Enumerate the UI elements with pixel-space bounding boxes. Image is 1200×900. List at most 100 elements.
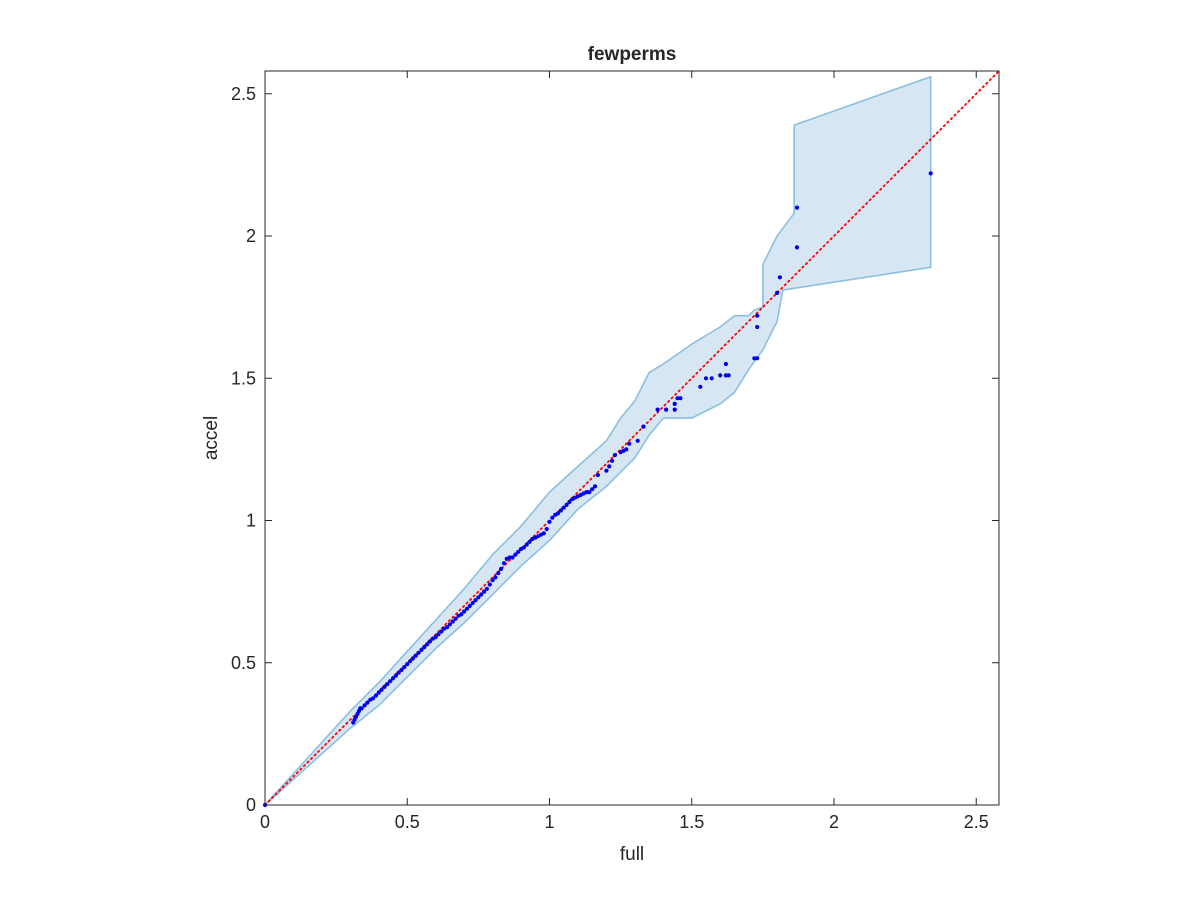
data-point	[641, 424, 646, 429]
data-point	[436, 632, 441, 637]
data-point	[396, 670, 401, 675]
data-point	[590, 487, 595, 492]
data-point	[379, 687, 384, 692]
data-point	[752, 356, 757, 361]
data-point	[422, 645, 427, 650]
data-point	[627, 441, 632, 446]
data-point	[365, 700, 370, 705]
data-point	[755, 356, 760, 361]
data-point	[487, 582, 492, 587]
y-axis-ticks: 0 0.5 1 1.5 2 2.5	[231, 84, 999, 815]
data-point	[558, 508, 564, 513]
data-point	[459, 612, 464, 617]
data-point	[410, 656, 415, 661]
data-point	[447, 622, 452, 627]
x-tick-label: 1.5	[679, 812, 704, 832]
data-point	[567, 499, 572, 505]
x-tick-label: 0.5	[395, 812, 420, 832]
axes-box	[264, 70, 1000, 806]
data-point	[416, 650, 421, 655]
data-point	[555, 511, 561, 516]
data-point	[635, 438, 640, 443]
data-point	[479, 592, 484, 597]
data-points	[262, 171, 933, 808]
data-point	[527, 539, 532, 544]
data-point	[385, 682, 390, 687]
data-point	[399, 667, 404, 673]
data-point	[470, 600, 475, 606]
data-point	[390, 676, 396, 681]
data-point	[462, 609, 467, 614]
data-point	[499, 566, 504, 572]
data-point	[612, 453, 618, 458]
y-tick-label: 0.5	[231, 653, 256, 673]
data-point	[718, 373, 723, 378]
chart-title: fewperms	[588, 44, 677, 65]
data-point	[521, 545, 527, 550]
data-point	[655, 407, 660, 412]
data-point	[564, 502, 569, 507]
data-point	[726, 373, 731, 378]
data-point	[698, 384, 703, 389]
y-tick-label: 1.5	[231, 368, 256, 388]
data-point	[513, 552, 518, 557]
data-point	[595, 472, 601, 478]
data-point	[794, 245, 800, 250]
data-point	[467, 603, 472, 609]
data-point	[678, 396, 683, 401]
data-point	[445, 625, 450, 630]
data-point	[610, 458, 615, 463]
data-point	[393, 673, 398, 678]
data-point	[547, 519, 552, 525]
data-point	[496, 571, 501, 576]
y-tick-label: 1	[246, 511, 256, 531]
data-point	[484, 586, 489, 591]
plot-area	[262, 70, 1000, 808]
data-point	[439, 629, 444, 634]
data-point	[723, 361, 729, 367]
data-point	[501, 561, 507, 566]
data-point	[624, 447, 629, 452]
data-point	[408, 659, 413, 664]
data-point	[928, 171, 933, 176]
data-point	[376, 690, 381, 695]
y-axis-label: accel	[201, 416, 222, 460]
x-tick-label: 0	[260, 812, 270, 832]
data-point	[493, 575, 498, 580]
data-point	[413, 653, 418, 658]
data-point	[672, 407, 677, 412]
data-point	[433, 635, 438, 640]
data-point	[402, 664, 407, 670]
data-point	[382, 684, 387, 690]
data-point	[709, 376, 714, 381]
data-point	[510, 555, 515, 560]
data-point	[775, 290, 780, 295]
data-point	[524, 542, 529, 547]
x-tick-label: 1	[544, 812, 554, 832]
data-point	[587, 490, 592, 495]
data-point	[473, 598, 478, 603]
data-point	[464, 606, 470, 611]
data-point	[607, 464, 612, 469]
x-tick-label: 2.5	[964, 812, 989, 832]
data-point	[371, 696, 376, 701]
data-point	[755, 313, 760, 318]
data-point	[664, 407, 669, 412]
y-tick-label: 2	[246, 226, 256, 246]
data-point	[672, 401, 677, 406]
data-point	[592, 484, 598, 489]
data-point	[561, 505, 566, 510]
data-point	[453, 616, 458, 621]
data-point	[550, 515, 555, 520]
data-point	[373, 693, 379, 698]
data-point	[794, 205, 800, 210]
data-point	[425, 642, 430, 647]
x-axis-ticks: 0 0.5 1 1.5 2 2.5	[260, 71, 989, 832]
data-point	[777, 275, 783, 280]
data-point	[482, 589, 487, 594]
data-point	[388, 679, 393, 684]
data-point	[755, 324, 760, 330]
y-tick-label: 0	[246, 795, 256, 815]
data-point	[675, 396, 680, 401]
